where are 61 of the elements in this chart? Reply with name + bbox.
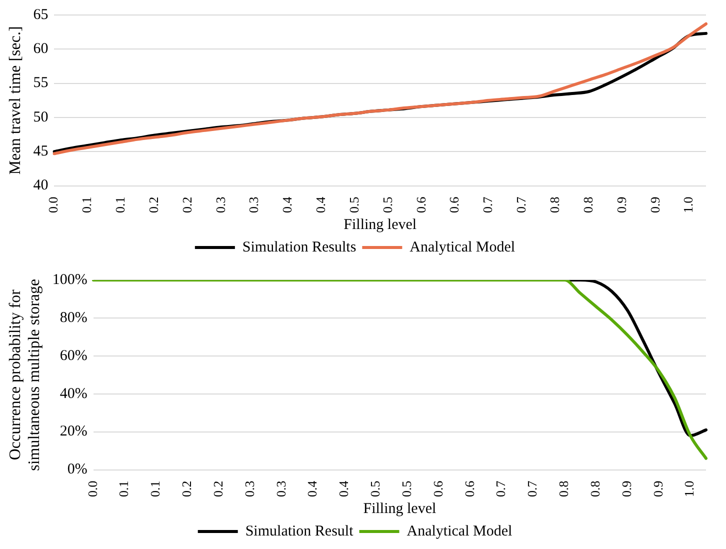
x-tick-label: 0.9 [614, 196, 629, 213]
legend-label: Simulation Result [245, 523, 354, 540]
x-tick-label: 0.9 [647, 196, 662, 213]
y-tick-label: 40 [33, 178, 48, 194]
y-tick-label: 65 [33, 6, 48, 23]
x-tick-label: 0.5 [368, 480, 383, 497]
x-tick-label: 0.9 [650, 480, 666, 497]
x-tick-label: 0.7 [480, 196, 496, 213]
x-tick-label: 0.4 [304, 480, 320, 497]
y-tick-label: 100% [52, 272, 88, 288]
x-tick-label: 0.8 [580, 196, 596, 213]
x-tick-label: 0.3 [242, 480, 257, 497]
x-tick-label: 0.1 [79, 196, 94, 213]
x-tick-label: 0.2 [179, 480, 194, 497]
x-tick-label: 0.6 [430, 480, 446, 497]
legend-label: Analytical Model [406, 523, 512, 540]
legend-label: Analytical Model [410, 239, 516, 256]
x-tick-label: 0.6 [413, 196, 428, 213]
x-tick-label: 0.8 [547, 196, 562, 213]
x-tick-label: 0.3 [212, 196, 228, 213]
y-tick-label: 60 [33, 41, 48, 58]
x-tick-label: 0.2 [146, 196, 161, 213]
x-tick-label: 0.1 [148, 480, 163, 497]
x-tick-label: 0.2 [210, 480, 226, 497]
x-tick-label: 0.6 [446, 196, 462, 213]
y-axis-title: Mean travel time [sec.] [6, 26, 24, 175]
x-tick-label: 0.4 [280, 196, 295, 213]
x-tick-label: 0.7 [524, 480, 540, 497]
legend-label: Simulation Results [242, 239, 356, 256]
x-tick-label: 0.8 [556, 480, 572, 497]
x-axis-title: Filling level [344, 216, 417, 233]
x-axis-title: Filling level [363, 500, 436, 517]
x-tick-label: 0.1 [116, 480, 132, 497]
x-tick-label: 0.3 [273, 480, 288, 497]
y-tick-label: 80% [60, 310, 88, 326]
y-tick-label: 0% [67, 462, 88, 478]
y-tick-label: 45 [33, 144, 48, 160]
line-series [92, 280, 708, 460]
x-tick-label: 0.5 [346, 196, 362, 213]
y-tick-label: 20% [60, 424, 88, 440]
x-tick-label: 0.5 [380, 196, 395, 213]
x-tick-label: 0.0 [84, 480, 100, 497]
y-tick-label: 50 [33, 109, 48, 126]
x-tick-label: 0.3 [246, 196, 262, 213]
x-tick-label: 0.5 [398, 480, 414, 497]
y-tick-label: 60% [60, 348, 88, 364]
x-tick-label: 0.4 [336, 480, 352, 497]
x-tick-label: 0.4 [313, 196, 328, 213]
x-tick-label: 0.8 [587, 480, 602, 497]
y-tick-label: 40% [60, 386, 88, 402]
x-tick-label: 1.0 [680, 196, 696, 213]
y-axis-title: Occurrence probability for simultaneous multiple storage [6, 278, 44, 471]
x-tick-label: 0.1 [112, 196, 128, 213]
x-tick-label: 0.7 [514, 196, 529, 213]
x-tick-label: 0.0 [46, 196, 61, 213]
x-tick-label: 0.2 [179, 196, 194, 213]
x-tick-label: 0.6 [462, 480, 477, 497]
y-tick-label: 55 [33, 75, 48, 92]
x-tick-label: 0.9 [618, 480, 634, 497]
x-tick-label: 0.7 [493, 480, 508, 497]
x-tick-label: 1.0 [682, 480, 697, 497]
